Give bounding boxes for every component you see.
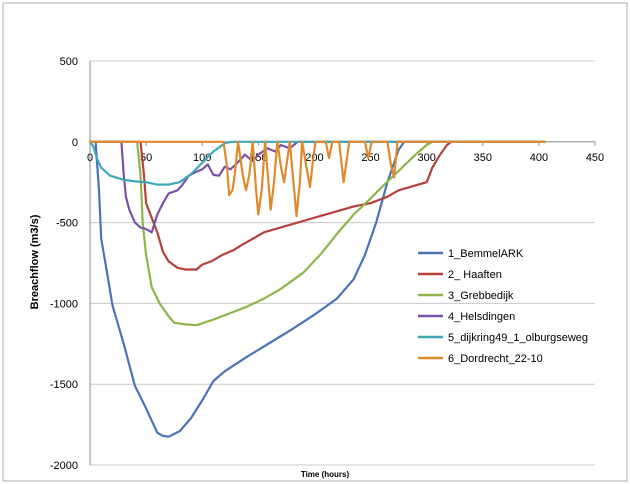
x-tick-label: 350 bbox=[474, 152, 492, 164]
x-tick-label: 450 bbox=[586, 152, 604, 164]
y-tick-labels: 500 0 -500 -1000 -1500 -2000 bbox=[50, 56, 78, 472]
series-line-5 bbox=[88, 140, 546, 186]
legend-entry: 2_ Haaften bbox=[448, 269, 502, 281]
series-lines bbox=[88, 140, 546, 438]
series-line-2 bbox=[88, 140, 546, 271]
legend-entry: 6_Dordrecht_22-10 bbox=[448, 353, 543, 365]
y-tick-label: -500 bbox=[56, 218, 78, 230]
y-tick-label: 500 bbox=[60, 56, 78, 68]
x-tick-label: 100 bbox=[193, 152, 211, 164]
series-line-3 bbox=[88, 140, 546, 327]
gridlines bbox=[90, 60, 595, 466]
x-tick-label: 300 bbox=[417, 152, 435, 164]
x-axis-title: Time (hours) bbox=[301, 470, 350, 479]
legend-entry: 3_Grebbedijk bbox=[448, 290, 514, 302]
legend-entry: 1_BemmelARK bbox=[448, 248, 524, 260]
legend: 1_BemmelARK 2_ Haaften 3_Grebbedijk 4_Helsd… bbox=[418, 248, 588, 365]
y-tick-label: 0 bbox=[72, 137, 78, 149]
y-tick-label: -1500 bbox=[50, 379, 78, 391]
y-tick-label: -2000 bbox=[50, 460, 78, 472]
y-tick-label: -1000 bbox=[50, 298, 78, 310]
legend-entry: 5_dijkring49_1_olburgseweg bbox=[448, 332, 588, 344]
legend-entry: 4_Helsdingen bbox=[448, 311, 515, 323]
x-tick-label: 400 bbox=[530, 152, 548, 164]
x-tick-label: 0 bbox=[87, 152, 93, 164]
series-line-1 bbox=[88, 140, 546, 438]
x-tick-label: 250 bbox=[361, 152, 379, 164]
y-axis-title: Breachflow (m3/s) bbox=[29, 214, 41, 309]
series-line-6 bbox=[88, 140, 546, 218]
x-tick-label: 200 bbox=[305, 152, 323, 164]
